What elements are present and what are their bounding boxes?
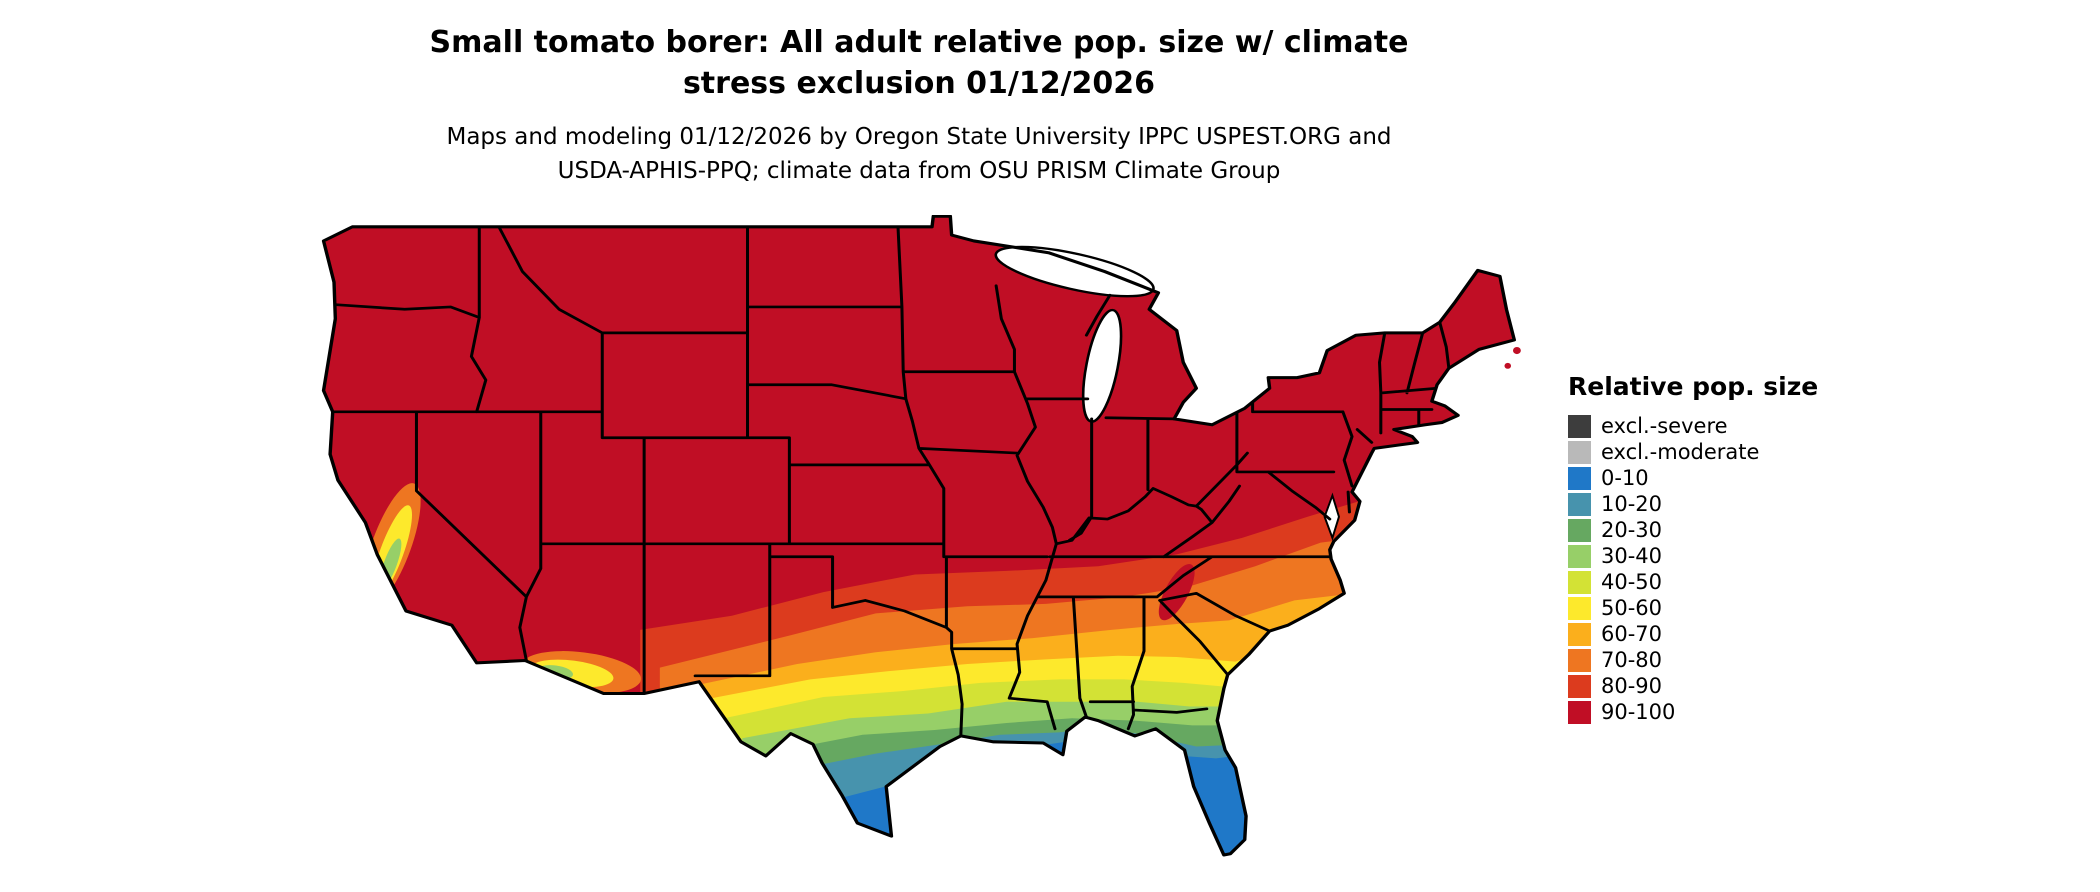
- legend-swatch: [1568, 492, 1591, 516]
- legend-label: excl.-moderate: [1601, 439, 1760, 464]
- legend-title: Relative pop. size: [1568, 372, 1819, 401]
- legend-swatch: [1568, 518, 1591, 542]
- legend-label: 0-10: [1601, 465, 1649, 490]
- legend-row: 60-70: [1568, 621, 1888, 647]
- state-borders: [331, 225, 1451, 738]
- legend-label: 20-30: [1601, 517, 1663, 542]
- legend-row: 80-90: [1568, 673, 1888, 699]
- legend-swatch: [1568, 674, 1591, 698]
- us-population-map: [300, 215, 1530, 875]
- legend-row: excl.-severe: [1568, 413, 1888, 439]
- legend-label: 90-100: [1601, 699, 1676, 724]
- legend-row: 10-20: [1568, 491, 1888, 517]
- legend-label: 80-90: [1601, 673, 1663, 698]
- chesapeake-bay: [1323, 492, 1340, 541]
- legend-label: 10-20: [1601, 491, 1663, 516]
- legend-row: 50-60: [1568, 595, 1888, 621]
- legend-label: 40-50: [1601, 569, 1663, 594]
- yuma-teal-spot: [534, 668, 545, 679]
- legend-swatch: [1568, 700, 1591, 724]
- legend-swatch: [1568, 466, 1591, 490]
- legend-row: 20-30: [1568, 517, 1888, 543]
- legend-label: excl.-severe: [1601, 413, 1728, 438]
- legend-swatch: [1568, 544, 1591, 568]
- legend-label: 50-60: [1601, 595, 1663, 620]
- country-outline: [321, 215, 1516, 857]
- legend-swatch: [1568, 622, 1591, 646]
- legend-swatch: [1568, 570, 1591, 594]
- legend-label: 70-80: [1601, 647, 1663, 672]
- legend-label: 30-40: [1601, 543, 1663, 568]
- legend-row: excl.-moderate: [1568, 439, 1888, 465]
- legend-label: 60-70: [1601, 621, 1663, 646]
- legend-row: 70-80: [1568, 647, 1888, 673]
- legend-swatch: [1568, 648, 1591, 672]
- legend-swatch: [1568, 596, 1591, 620]
- legend-swatch: [1568, 440, 1591, 464]
- map-legend: Relative pop. size excl.-severe excl.-mod…: [1568, 372, 1888, 725]
- legend-row: 40-50: [1568, 569, 1888, 595]
- socal-green-spot: [451, 648, 463, 659]
- page-title: Small tomato borer: All adult relative p…: [429, 25, 1409, 101]
- legend-row: 90-100: [1568, 699, 1888, 725]
- legend-swatch: [1568, 414, 1591, 438]
- legend-row: 0-10: [1568, 465, 1888, 491]
- us-map-svg: [321, 215, 1521, 857]
- appalachian-red-tongue: [1158, 564, 1195, 621]
- legend-entries: excl.-severe excl.-moderate 0-10 10-20 20-30…: [1568, 413, 1888, 725]
- page-subtitle: Maps and modeling 01/12/2026 by Oregon S…: [446, 124, 1392, 184]
- legend-row: 30-40: [1568, 543, 1888, 569]
- offshore-fragments: [1504, 347, 1521, 369]
